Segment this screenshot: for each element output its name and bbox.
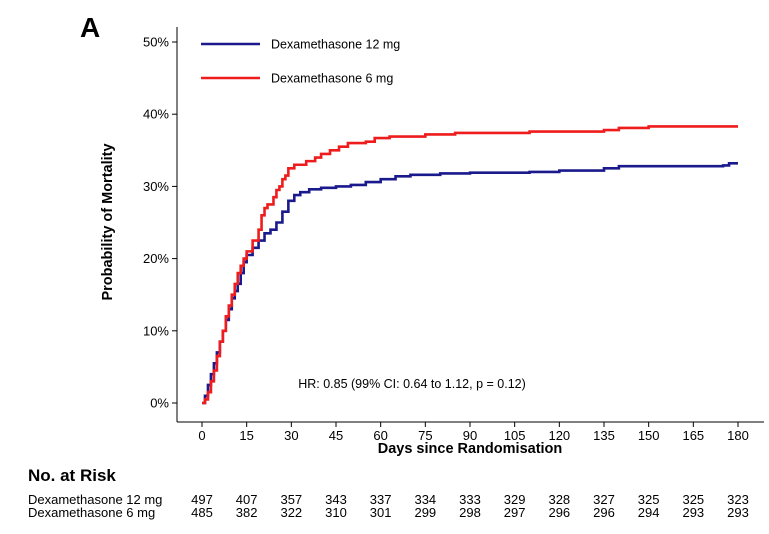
series-line-dex-12mg: [202, 162, 738, 405]
series-layer: [202, 125, 738, 405]
y-tick-label: 20%: [143, 251, 169, 266]
risk-row: Dexamethasone 12 mg 497 407 357 343 337 334 333…: [0, 492, 769, 508]
legend-label: Dexamethasone 6 mg: [271, 72, 393, 86]
y-tick-label: 30%: [143, 179, 169, 194]
x-tick-label: 60: [373, 428, 387, 443]
risk-cell: 325: [682, 492, 705, 507]
risk-cell: 322: [280, 505, 303, 520]
risk-cell: 407: [235, 492, 258, 507]
x-tick-label: 105: [504, 428, 526, 443]
risk-cell: 299: [414, 505, 437, 520]
hr-annotation: HR: 0.85 (99% CI: 0.64 to 1.12, p = 0.12…: [298, 377, 526, 391]
risk-cell: 310: [325, 505, 347, 520]
x-tick-label: 90: [463, 428, 477, 443]
y-axis-label: Probability of Mortality: [100, 143, 116, 300]
x-axis-label: Days since Randomisation: [378, 441, 563, 457]
legend: Dexamethasone 12 mg Dexamethasone 6 mg: [201, 38, 400, 86]
risk-cell: 497: [191, 492, 213, 507]
risk-cell: 298: [459, 505, 481, 520]
panel-label: A: [80, 12, 100, 43]
risk-cell: 296: [593, 505, 615, 520]
series-line-dex-6mg: [202, 125, 738, 405]
risk-cell: 485: [191, 505, 213, 520]
x-tick-label: 135: [593, 428, 615, 443]
risk-cell: 325: [637, 492, 660, 507]
x-tick-label: 75: [418, 428, 432, 443]
risk-table-title: No. at Risk: [28, 466, 116, 485]
y-tick-label: 40%: [143, 107, 169, 122]
risk-cell: 343: [325, 492, 347, 507]
risk-cell: 328: [548, 492, 571, 507]
x-tick-label: 150: [638, 428, 660, 443]
risk-cell: 296: [548, 505, 571, 520]
risk-cell: 327: [593, 492, 615, 507]
risk-cell: 333: [459, 492, 481, 507]
risk-row-label: Dexamethasone 6 mg: [28, 505, 156, 520]
x-tick-label: 45: [329, 428, 343, 443]
risk-cell: 334: [414, 492, 437, 507]
risk-cell: 293: [682, 505, 705, 520]
x-tick-label: 15: [239, 428, 253, 443]
x-tick-label: 30: [284, 428, 298, 443]
legend-label: Dexamethasone 12 mg: [271, 38, 400, 52]
risk-cell: 293: [727, 505, 749, 520]
y-tick-label: 0%: [150, 396, 169, 411]
risk-cell: 382: [235, 505, 258, 520]
x-tick-label: 165: [682, 428, 704, 443]
risk-cell: 337: [369, 492, 392, 507]
risk-cell: 297: [503, 505, 526, 520]
x-tick-label: 0: [198, 428, 205, 443]
x-tick-label: 120: [548, 428, 570, 443]
y-tick-label: 50%: [143, 35, 169, 50]
risk-cell: 301: [369, 505, 392, 520]
risk-cell: 294: [637, 505, 660, 520]
km-chart: A 0% 10% 20% 30% 40% 50% 0 15 30 45 60 75 90 105 120 13…: [80, 12, 764, 457]
risk-cell: 323: [727, 492, 749, 507]
risk-cell: 357: [280, 492, 303, 507]
x-tick-label: 180: [727, 428, 749, 443]
risk-cell: 329: [503, 492, 526, 507]
risk-row-label: Dexamethasone 12 mg: [28, 492, 163, 507]
y-tick-label: 10%: [143, 323, 169, 338]
chart-axes: 0% 10% 20% 30% 40% 50% 0 15 30 45 60 75 90 105 120 135 1…: [143, 27, 764, 443]
risk-row: Dexamethasone 6 mg 485 382 322 310 301 299 298 2…: [0, 505, 769, 521]
